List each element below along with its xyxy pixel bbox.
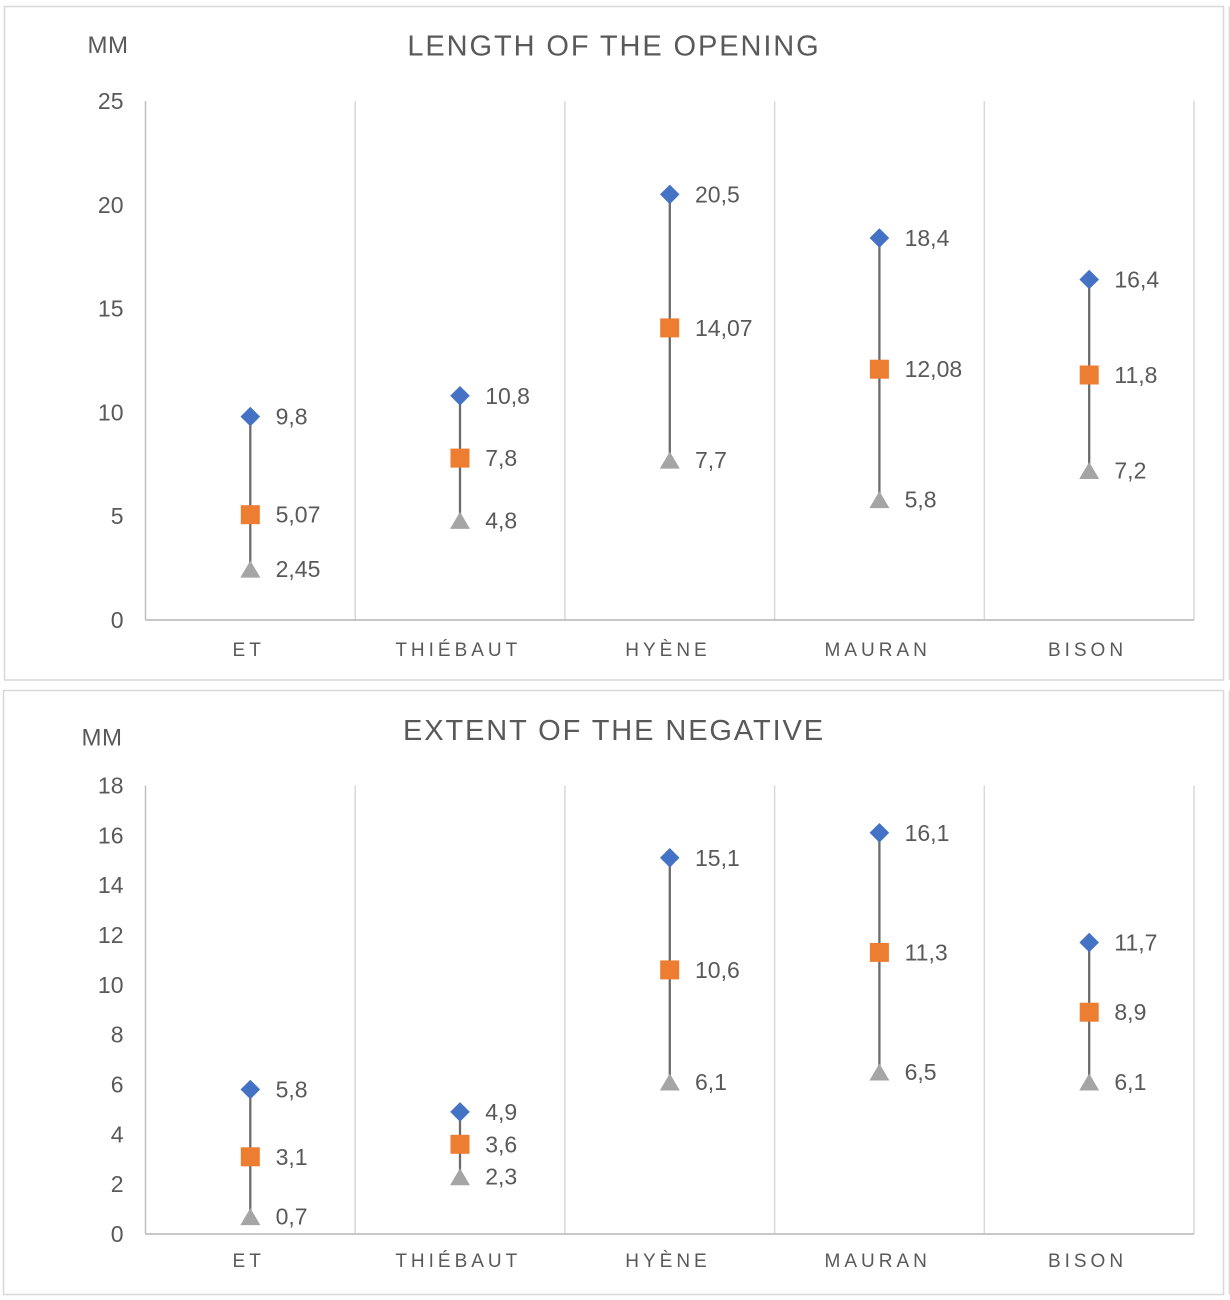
svg-text:6,5: 6,5 [905,1059,937,1085]
svg-text:16: 16 [98,822,124,848]
svg-text:10,8: 10,8 [485,383,530,409]
svg-text:11,3: 11,3 [905,939,948,965]
svg-text:20,5: 20,5 [695,181,740,207]
svg-text:MAURAN: MAURAN [825,1251,931,1272]
svg-text:16,1: 16,1 [905,820,950,846]
svg-text:6,1: 6,1 [695,1069,727,1095]
svg-text:3,6: 3,6 [485,1131,517,1157]
svg-text:ET: ET [233,640,265,661]
svg-text:8,9: 8,9 [1114,999,1146,1025]
svg-text:MAURAN: MAURAN [825,640,931,661]
svg-text:12,08: 12,08 [905,356,963,382]
svg-text:MM: MM [82,725,123,752]
svg-text:4,8: 4,8 [485,507,517,533]
svg-text:2,3: 2,3 [485,1164,517,1190]
svg-text:5,07: 5,07 [276,502,321,528]
svg-text:10,6: 10,6 [695,957,740,983]
svg-text:MM: MM [88,32,129,59]
svg-text:8: 8 [111,1022,124,1048]
svg-text:10: 10 [98,399,124,425]
svg-text:14: 14 [98,872,124,898]
svg-text:11,7: 11,7 [1114,930,1157,956]
svg-text:2: 2 [111,1171,124,1197]
svg-text:0,7: 0,7 [276,1204,308,1230]
svg-text:BISON: BISON [1048,1251,1127,1272]
svg-text:4: 4 [111,1121,124,1147]
svg-text:4,9: 4,9 [485,1099,517,1125]
svg-text:9,8: 9,8 [276,404,308,430]
svg-text:6,1: 6,1 [1114,1069,1146,1095]
svg-text:16,4: 16,4 [1114,267,1159,293]
svg-text:THIÉBAUT: THIÉBAUT [395,1251,521,1272]
svg-text:18,4: 18,4 [905,225,950,251]
svg-text:11,8: 11,8 [1114,362,1157,388]
svg-text:7,7: 7,7 [695,447,727,473]
svg-text:LENGTH OF THE OPENING: LENGTH OF THE OPENING [407,31,820,63]
svg-text:EXTENT OF THE NEGATIVE: EXTENT OF THE NEGATIVE [403,715,825,747]
svg-text:15,1: 15,1 [695,845,740,871]
svg-text:BISON: BISON [1048,640,1127,661]
svg-text:10: 10 [98,972,124,998]
svg-text:0: 0 [111,1221,124,1247]
svg-text:20: 20 [98,192,124,218]
svg-text:5,8: 5,8 [276,1077,308,1103]
svg-text:3,1: 3,1 [276,1144,308,1170]
svg-text:7,8: 7,8 [485,445,517,471]
svg-text:7,2: 7,2 [1114,458,1146,484]
svg-text:14,07: 14,07 [695,315,753,341]
svg-text:0: 0 [111,607,124,633]
svg-text:15: 15 [98,296,124,322]
svg-text:HYÈNE: HYÈNE [625,640,710,661]
svg-text:12: 12 [98,922,124,948]
svg-text:18: 18 [98,773,124,799]
svg-text:THIÉBAUT: THIÉBAUT [395,640,521,661]
svg-text:ET: ET [233,1251,265,1272]
svg-text:25: 25 [98,88,124,114]
svg-text:5: 5 [111,503,124,529]
svg-text:6: 6 [111,1072,124,1098]
svg-text:HYÈNE: HYÈNE [625,1251,710,1272]
svg-text:2,45: 2,45 [276,556,321,582]
svg-text:5,8: 5,8 [905,487,937,513]
